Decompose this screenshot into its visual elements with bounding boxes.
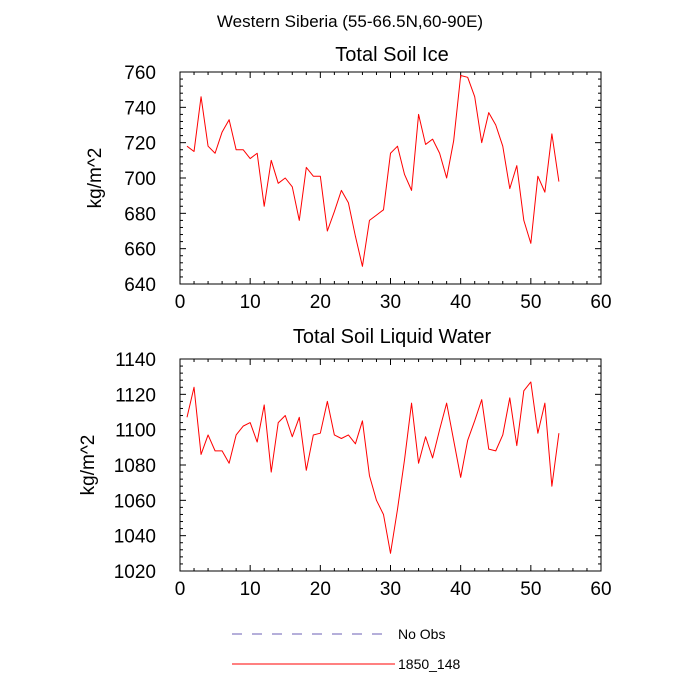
legend-label-no-obs: No Obs <box>398 626 445 642</box>
total-soil-ice-xtick-label: 60 <box>590 292 611 313</box>
total-soil-liquid-water-series-line <box>186 381 560 554</box>
total-soil-liquid-water-xtick-label: 30 <box>380 579 401 600</box>
total-soil-liquid-water-xtick-label: 50 <box>520 579 541 600</box>
total-soil-liquid-water-ytick-label: 1060 <box>114 491 156 512</box>
total-soil-liquid-water-ytick-label: 1020 <box>114 562 156 583</box>
total-soil-ice-title: Total Soil Ice <box>335 44 448 66</box>
total-soil-ice-ytick-label: 760 <box>124 63 156 84</box>
total-soil-liquid-water-xtick-label: 40 <box>450 579 471 600</box>
total-soil-liquid-water-xtick-label: 20 <box>310 579 331 600</box>
total-soil-ice-ytick-label: 680 <box>124 204 156 225</box>
total-soil-ice-xtick-label: 30 <box>380 292 401 313</box>
total-soil-ice-ticks: 0 10 20 30 40 50 60 640 660 680 700 720 740 760 <box>124 63 611 313</box>
figure-title: Western Siberia (55-66.5N,60-90E) <box>217 12 483 31</box>
total-soil-ice-series-line <box>186 75 560 267</box>
total-soil-liquid-water-xtick-label: 0 <box>175 579 186 600</box>
total-soil-ice-series <box>186 75 560 267</box>
total-soil-liquid-water-panel: Total Soil Liquid Water kg/m^2 0 10 20 30 40… <box>78 326 612 600</box>
total-soil-liquid-water-xtick-label: 60 <box>590 579 611 600</box>
total-soil-ice-ytick-label: 640 <box>124 275 156 296</box>
total-soil-ice-ytick-label: 700 <box>124 169 156 190</box>
total-soil-liquid-water-xtick-label: 10 <box>240 579 261 600</box>
total-soil-ice-xtick-label: 20 <box>310 292 331 313</box>
total-soil-ice-xtick-label: 0 <box>175 292 186 313</box>
total-soil-liquid-water-ticks: 0 10 20 30 40 50 60102010401060108011001120114… <box>114 350 612 600</box>
total-soil-ice-xtick-label: 10 <box>240 292 261 313</box>
total-soil-ice-xtick-label: 40 <box>450 292 471 313</box>
total-soil-liquid-water-ytick-label: 1100 <box>115 421 156 442</box>
total-soil-liquid-water-ytick-label: 1080 <box>114 456 156 477</box>
total-soil-liquid-water-plot-frame <box>179 358 602 572</box>
total-soil-ice-ylabel: kg/m^2 <box>85 148 106 209</box>
total-soil-liquid-water-ytick-label: 1120 <box>115 385 156 406</box>
total-soil-liquid-water-title: Total Soil Liquid Water <box>293 326 492 348</box>
total-soil-ice-xtick-label: 50 <box>520 292 541 313</box>
legend-label-1850-148: 1850_148 <box>398 656 461 672</box>
total-soil-liquid-water-ylabel: kg/m^2 <box>78 435 99 496</box>
total-soil-liquid-water-series <box>186 381 560 554</box>
total-soil-ice-panel: Total Soil Ice kg/m^2 0 10 20 30 40 50 60 640 66… <box>85 44 612 313</box>
legend: No Obs 1850_148 <box>232 626 461 672</box>
total-soil-liquid-water-ytick-label: 1040 <box>114 527 156 548</box>
total-soil-ice-ytick-label: 720 <box>124 134 156 155</box>
total-soil-ice-ytick-label: 660 <box>124 240 156 261</box>
total-soil-liquid-water-ytick-label: 1140 <box>115 350 156 371</box>
total-soil-ice-ytick-label: 740 <box>124 98 156 119</box>
